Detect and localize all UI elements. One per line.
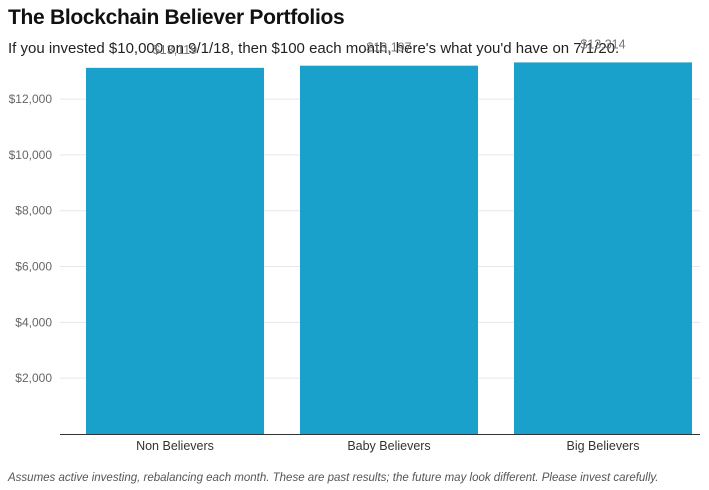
y-axis-tick-labels: $2,000 $4,000 $6,000 $8,000 $10,000 $12,000 xyxy=(9,92,53,385)
bar-value-label: $13,197 xyxy=(366,41,411,55)
bar-value-label: $13,314 xyxy=(580,37,625,51)
y-tick-label: $8,000 xyxy=(15,204,52,218)
y-tick-label: $10,000 xyxy=(9,148,53,162)
bars xyxy=(86,62,692,434)
bar xyxy=(86,67,264,434)
bar xyxy=(514,62,692,434)
x-category-label: Baby Believers xyxy=(347,439,430,453)
x-category-label: Big Believers xyxy=(567,439,640,453)
chart-footnote: Assumes active investing, rebalancing ea… xyxy=(8,472,659,484)
chart-subtitle: If you invested $10,000 on 9/1/18, then … xyxy=(8,40,620,57)
chart-title: The Blockchain Believer Portfolios xyxy=(8,6,345,29)
x-axis-category-labels: Non Believers Baby Believers Big Believers xyxy=(136,439,639,453)
bar-value-labels: $13,119 $13,197 $13,314 xyxy=(153,37,626,56)
y-tick-label: $4,000 xyxy=(15,315,52,329)
y-tick-label: $6,000 xyxy=(15,260,52,274)
bar-value-label: $13,119 xyxy=(153,43,197,57)
x-category-label: Non Believers xyxy=(136,439,214,453)
bar xyxy=(300,65,478,434)
y-tick-label: $2,000 xyxy=(15,371,52,385)
y-tick-label: $12,000 xyxy=(9,92,53,106)
